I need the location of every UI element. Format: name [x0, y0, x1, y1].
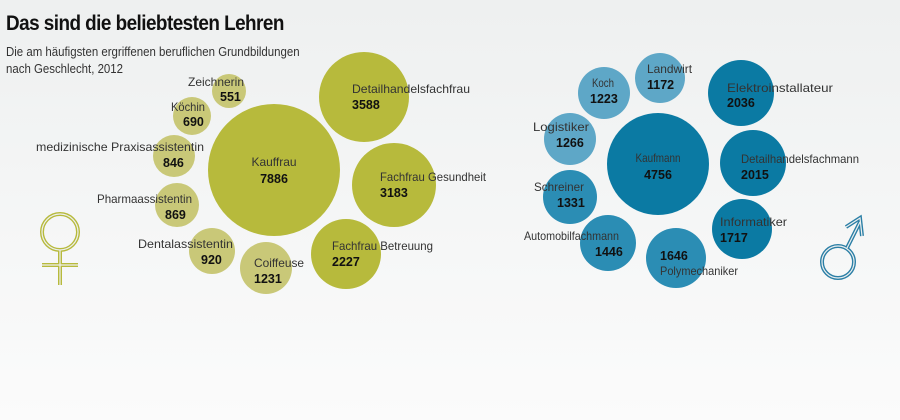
bubble: [319, 52, 409, 142]
bubble-value: 690: [183, 115, 204, 129]
bubble-label: Fachfrau Gesundheit: [380, 170, 487, 184]
bubble: [720, 130, 786, 196]
bubble-label: Informatiker: [720, 215, 787, 229]
bubble-value: 1172: [647, 78, 674, 92]
male-symbol-icon: [820, 214, 864, 280]
bubble-value: 1231: [254, 272, 282, 286]
bubble-label: Detailhandelsfachmann: [741, 152, 859, 166]
bubble-value: 3183: [380, 186, 408, 200]
bubble-value: 1266: [556, 136, 584, 150]
bubble-label: Koch: [592, 76, 614, 90]
bubble-label: Coiffeuse: [254, 256, 304, 270]
bubble-value: 1223: [590, 92, 618, 106]
bubble-value: 846: [163, 156, 184, 170]
bubble: [352, 143, 436, 227]
bubble-label: medizinische Praxisassistentin: [36, 140, 204, 154]
bubble-label: Detailhandelsfachfrau: [352, 82, 470, 96]
bubble-value: 2015: [741, 168, 769, 182]
bubble-label: Zeichnerin: [188, 75, 244, 89]
bubble: [212, 74, 246, 108]
bubble-label: Pharmaassistentin: [97, 192, 192, 206]
bubble-value: 4756: [644, 168, 672, 182]
bubble: [607, 113, 709, 215]
bubble: [544, 113, 596, 165]
bubble-label: Landwirt: [647, 62, 693, 76]
chart-title: Das sind die beliebtesten Lehren: [6, 12, 284, 35]
bubble-label: Dentalassistentin: [138, 237, 233, 251]
bubble-label: Köchin: [171, 100, 205, 114]
bubble-label: Schreiner: [534, 180, 584, 194]
bubble: [635, 53, 685, 103]
subtitle-line-2: nach Geschlecht, 2012: [6, 61, 124, 76]
bubble: [646, 228, 706, 288]
male-symbol-inner-icon: [821, 216, 863, 279]
bubble-label: Kaufmann: [636, 151, 681, 165]
bubble-label: Kauffrau: [252, 155, 297, 169]
bubble-label: Elektroinstallateur: [727, 81, 833, 95]
bubble: [578, 67, 630, 119]
bubble: [173, 97, 211, 135]
bubble: [543, 170, 597, 224]
bubble: [189, 228, 235, 274]
bubble-label: Automobilfachmann: [524, 229, 619, 243]
bubble: [311, 219, 381, 289]
bubble-label: Logistiker: [533, 120, 589, 134]
bubble-value: 1646: [660, 249, 688, 263]
bubble-value: 1446: [595, 245, 623, 259]
bubble-label: Fachfrau Betreuung: [332, 239, 433, 253]
bubble-value: 3588: [352, 98, 380, 112]
bubble: [208, 104, 340, 236]
bubble-value: 7886: [260, 172, 288, 186]
subtitle-line-1: Die am häufigsten ergriffenen berufliche…: [6, 44, 300, 59]
bubble-value: 1717: [720, 231, 748, 245]
bubble-value: 1331: [557, 196, 585, 210]
bubble: [155, 183, 199, 227]
bubble-value: 551: [220, 90, 241, 104]
bubble: [580, 215, 636, 271]
bubble-label: Polymechaniker: [660, 264, 738, 278]
female-symbol-inner-icon: [41, 213, 79, 285]
bubble: [153, 135, 195, 177]
bubble-value: 2227: [332, 255, 360, 269]
bubble: [708, 60, 774, 126]
bubble: [712, 199, 772, 259]
bubble-value: 869: [165, 208, 186, 222]
bubble-value: 2036: [727, 96, 755, 110]
bubble-value: 920: [201, 253, 222, 267]
chart-subtitle: Die am häufigsten ergriffenen berufliche…: [6, 43, 358, 77]
bubble: [240, 242, 292, 294]
